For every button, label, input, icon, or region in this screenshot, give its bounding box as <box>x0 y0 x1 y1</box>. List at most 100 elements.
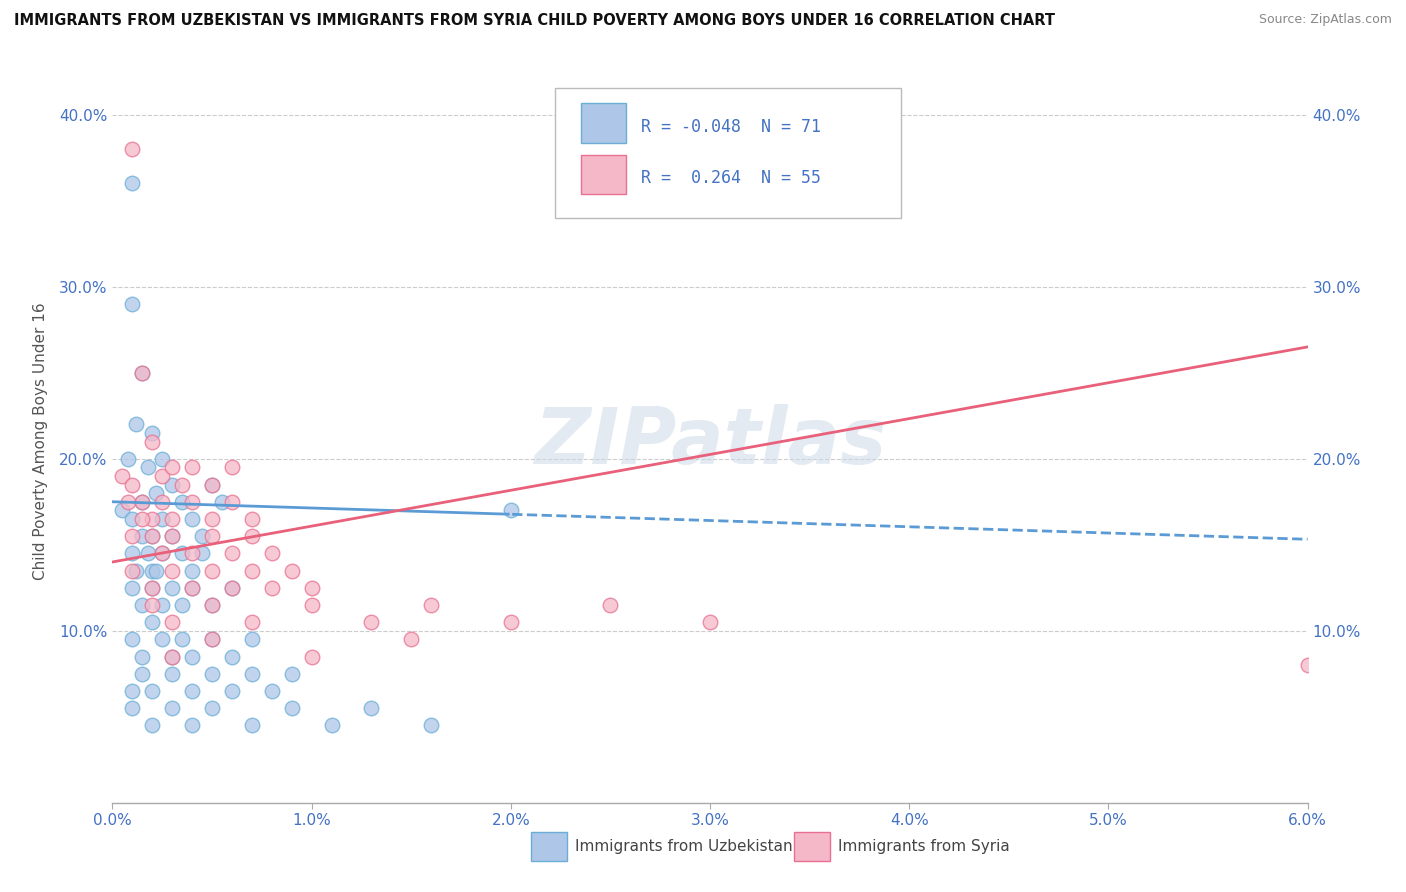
Point <box>599 598 621 612</box>
Point <box>221 649 243 664</box>
Point <box>260 684 283 698</box>
Point <box>131 366 153 380</box>
Point <box>145 564 167 578</box>
Point <box>360 701 382 715</box>
Point <box>162 581 183 595</box>
Point <box>141 425 163 440</box>
Point <box>162 529 183 543</box>
Point <box>131 366 153 380</box>
Point <box>131 494 153 508</box>
Point <box>141 718 163 732</box>
Point <box>111 503 134 517</box>
Point <box>131 666 153 681</box>
Text: IMMIGRANTS FROM UZBEKISTAN VS IMMIGRANTS FROM SYRIA CHILD POVERTY AMONG BOYS UND: IMMIGRANTS FROM UZBEKISTAN VS IMMIGRANTS… <box>14 13 1054 29</box>
Point <box>240 529 263 543</box>
Point <box>131 512 153 526</box>
Point <box>141 581 163 595</box>
Point <box>162 649 183 664</box>
Text: R =  0.264  N = 55: R = 0.264 N = 55 <box>641 169 821 186</box>
Point <box>201 529 224 543</box>
Point <box>111 469 134 483</box>
Point <box>281 666 304 681</box>
Point <box>121 177 143 191</box>
Point <box>181 512 204 526</box>
Point <box>201 598 224 612</box>
Point <box>221 684 243 698</box>
Text: R = -0.048  N = 71: R = -0.048 N = 71 <box>641 118 821 136</box>
Text: Immigrants from Syria: Immigrants from Syria <box>838 838 1010 854</box>
Point <box>260 581 283 595</box>
Point <box>301 598 323 612</box>
Point <box>141 615 163 630</box>
Point <box>240 632 263 647</box>
Point <box>221 460 243 475</box>
Point <box>141 598 163 612</box>
Bar <box>581 103 627 143</box>
Point <box>162 460 183 475</box>
Bar <box>531 831 567 861</box>
Point <box>141 581 163 595</box>
Point <box>201 477 224 491</box>
Point <box>121 297 143 311</box>
Point <box>141 564 163 578</box>
Point <box>121 529 143 543</box>
Point <box>141 512 163 526</box>
Point <box>401 632 423 647</box>
Point <box>125 417 148 432</box>
Point <box>131 494 153 508</box>
Bar <box>581 154 627 194</box>
Text: Immigrants from Uzbekistan: Immigrants from Uzbekistan <box>575 838 793 854</box>
Point <box>150 546 173 560</box>
Point <box>499 615 522 630</box>
Point <box>150 546 173 560</box>
Point <box>162 649 183 664</box>
Point <box>121 477 143 491</box>
Point <box>240 718 263 732</box>
Point <box>240 666 263 681</box>
Point <box>138 546 160 560</box>
Point <box>162 529 183 543</box>
Point <box>121 142 143 156</box>
Point <box>360 615 382 630</box>
FancyBboxPatch shape <box>554 87 901 218</box>
Point <box>121 684 143 698</box>
Point <box>321 718 343 732</box>
Point <box>162 615 183 630</box>
Bar <box>793 831 830 861</box>
Point <box>162 512 183 526</box>
Point <box>181 564 204 578</box>
Point <box>420 598 443 612</box>
Point <box>181 718 204 732</box>
Point <box>145 486 167 500</box>
Point <box>221 581 243 595</box>
Point <box>181 546 204 560</box>
Point <box>191 529 214 543</box>
Point <box>181 649 204 664</box>
Point <box>221 581 243 595</box>
Point <box>131 649 153 664</box>
Point <box>201 666 224 681</box>
Point <box>201 477 224 491</box>
Point <box>201 512 224 526</box>
Point <box>201 632 224 647</box>
Point <box>131 598 153 612</box>
Point <box>499 503 522 517</box>
Point <box>221 546 243 560</box>
Point <box>301 649 323 664</box>
Point <box>181 494 204 508</box>
Point <box>162 477 183 491</box>
Point <box>172 494 194 508</box>
Point <box>699 615 721 630</box>
Point <box>162 701 183 715</box>
Point <box>181 581 204 595</box>
Point <box>172 598 194 612</box>
Point <box>260 546 283 560</box>
Point <box>150 598 173 612</box>
Point <box>141 434 163 449</box>
Point <box>420 718 443 732</box>
Point <box>221 494 243 508</box>
Point <box>121 564 143 578</box>
Point <box>141 529 163 543</box>
Point <box>117 494 139 508</box>
Point <box>240 615 263 630</box>
